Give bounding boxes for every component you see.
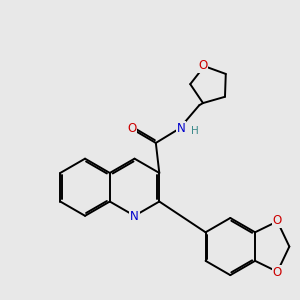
Text: H: H	[191, 126, 199, 136]
Text: O: O	[273, 214, 282, 227]
Text: O: O	[127, 122, 136, 135]
Text: N: N	[130, 210, 139, 223]
Text: O: O	[273, 266, 282, 279]
Text: N: N	[177, 122, 185, 135]
Text: O: O	[198, 59, 207, 72]
